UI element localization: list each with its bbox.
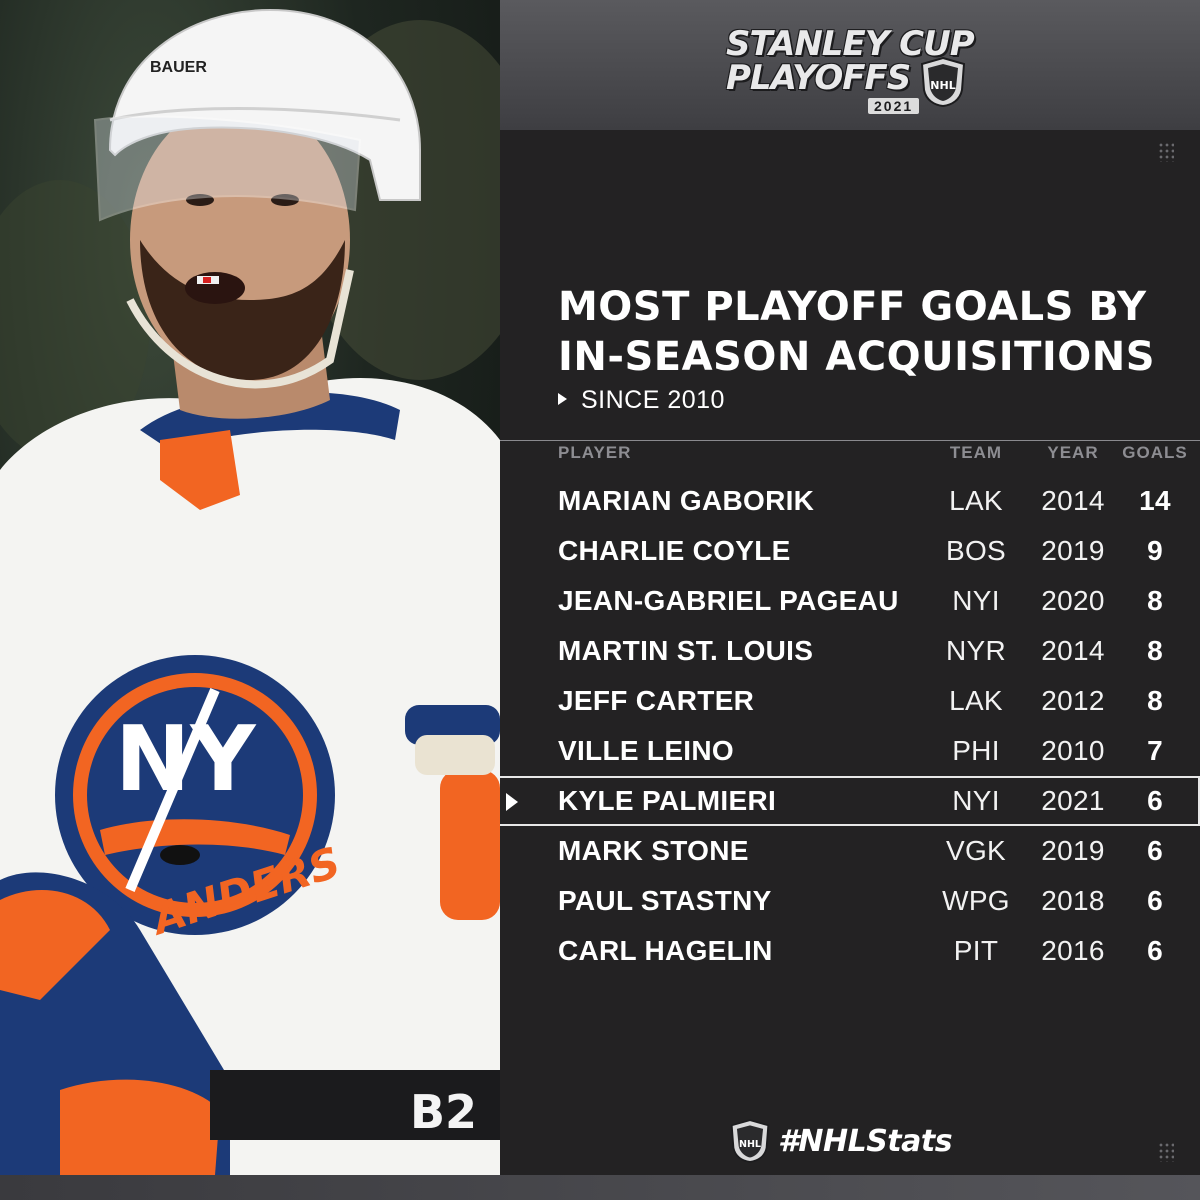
cell-team: LAK (949, 485, 1003, 516)
table-row: JEAN-GABRIEL PAGEAU NYI 2020 8 (500, 576, 1200, 626)
cell-player: MARIAN GABORIK (558, 485, 815, 516)
cell-goals: 9 (1147, 535, 1163, 566)
logo-line-1: STANLEY CUP (726, 24, 975, 64)
table-row: VILLE LEINO PHI 2010 7 (500, 726, 1200, 776)
subheadline-text: SINCE 2010 (581, 386, 725, 414)
divider (500, 440, 1200, 441)
table-row: JEFF CARTER LAK 2012 8 (500, 676, 1200, 726)
cell-year: 2018 (1041, 885, 1105, 916)
cell-year: 2014 (1041, 485, 1105, 516)
cell-team: NYR (945, 635, 1007, 666)
table-row: MARIAN GABORIK LAK 2014 14 (500, 476, 1200, 526)
cell-goals: 7 (1147, 735, 1163, 766)
decorative-dots (1158, 1142, 1174, 1162)
hashtag-text: #NHLStats (778, 1124, 953, 1159)
cell-team: PHI (952, 735, 1000, 766)
cell-player: JEFF CARTER (558, 685, 755, 716)
header-goals: GOALS (1122, 443, 1188, 462)
logo-year: 2021 (868, 98, 920, 114)
stick-text: B2 (410, 1085, 477, 1139)
cell-team: VGK (945, 835, 1007, 866)
logo-shield-text: NHL (930, 79, 955, 92)
cell-team: NYI (952, 785, 1000, 816)
header-player: PLAYER (558, 443, 632, 462)
bottom-strip (0, 1175, 1200, 1200)
player-illustration: BAUER NY ANDERS B2 (0, 8, 500, 1175)
header-year: YEAR (1047, 443, 1099, 462)
cell-player: JEAN-GABRIEL PAGEAU (558, 585, 899, 616)
top-banner (500, 0, 1200, 130)
table-header: PLAYER TEAM YEAR GOALS (500, 443, 1200, 465)
cell-team: WPG (942, 885, 1010, 916)
cell-year: 2012 (1041, 685, 1105, 716)
cell-year: 2016 (1041, 935, 1105, 966)
stats-panel (500, 130, 1200, 1175)
cell-goals: 14 (1139, 485, 1171, 516)
table-row: CHARLIE COYLE BOS 2019 9 (500, 526, 1200, 576)
logo-line-2: PLAYOFFS (726, 58, 911, 98)
cell-team: NYI (952, 585, 1000, 616)
cell-team: LAK (949, 685, 1003, 716)
footer-hashtag: NHL #NHLStats (730, 1118, 990, 1168)
stanley-cup-playoffs-logo: STANLEY CUP PLAYOFFS 2021 NHL (720, 18, 990, 118)
cell-player: VILLE LEINO (558, 735, 734, 766)
header-team: TEAM (949, 443, 1003, 462)
cell-year: 2019 (1041, 535, 1105, 566)
helmet-brand-text: BAUER (150, 59, 207, 76)
cell-goals: 6 (1147, 885, 1163, 916)
subheadline: SINCE 2010 (558, 386, 725, 415)
cell-year: 2014 (1041, 635, 1105, 666)
cell-goals: 6 (1147, 935, 1163, 966)
table-row: MARTIN ST. LOUIS NYR 2014 8 (500, 626, 1200, 676)
play-triangle-icon (558, 393, 567, 405)
table-row: CARL HAGELIN PIT 2016 6 (500, 926, 1200, 976)
cell-year: 2021 (1041, 785, 1105, 816)
nhl-shield-icon: NHL (730, 1119, 770, 1163)
player-photo: BAUER NY ANDERS B2 (0, 0, 500, 1175)
headline: MOST PLAYOFF GOALS BY IN-SEASON ACQUISIT… (558, 282, 1188, 382)
table-row-highlighted: KYLE PALMIERI NYI 2021 6 (500, 776, 1200, 826)
highlight-triangle-icon (506, 793, 518, 811)
cell-goals: 8 (1147, 685, 1163, 716)
cell-year: 2020 (1041, 585, 1105, 616)
cell-goals: 8 (1147, 635, 1163, 666)
cell-goals: 6 (1147, 835, 1163, 866)
cell-goals: 8 (1147, 585, 1163, 616)
footer-shield-text: NHL (739, 1139, 761, 1150)
cell-team: PIT (953, 935, 999, 966)
cell-year: 2019 (1041, 835, 1105, 866)
headline-line-1: MOST PLAYOFF GOALS BY (558, 284, 1147, 330)
cell-player: CARL HAGELIN (558, 935, 773, 966)
cell-goals: 6 (1147, 785, 1163, 816)
cell-team: BOS (945, 535, 1007, 566)
table-row: PAUL STASTNY WPG 2018 6 (500, 876, 1200, 926)
headline-line-2: IN-SEASON ACQUISITIONS (558, 334, 1156, 380)
table-row: MARK STONE VGK 2019 6 (500, 826, 1200, 876)
cell-player: MARTIN ST. LOUIS (558, 635, 814, 666)
cell-player: KYLE PALMIERI (558, 785, 777, 816)
nhl-shield-icon: NHL (920, 56, 966, 108)
cell-player: CHARLIE COYLE (558, 535, 791, 566)
table-body: MARIAN GABORIK LAK 2014 14 CHARLIE COYLE… (500, 476, 1200, 976)
cell-player: PAUL STASTNY (558, 885, 772, 916)
cell-year: 2010 (1041, 735, 1105, 766)
decorative-dots (1158, 142, 1174, 162)
cell-player: MARK STONE (558, 835, 749, 866)
